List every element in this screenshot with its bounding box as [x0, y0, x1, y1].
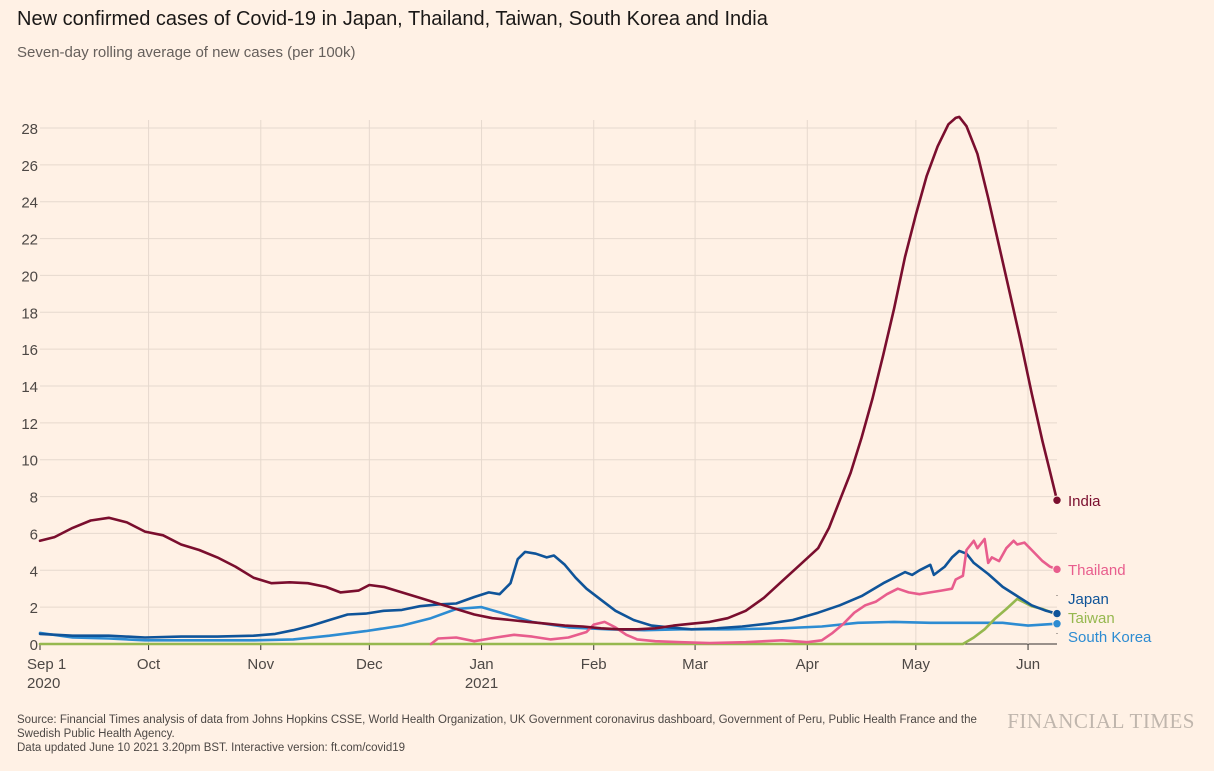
y-tick-label: 28	[21, 121, 38, 138]
end-marker-india	[1052, 495, 1062, 505]
y-tick-label: 8	[30, 490, 38, 507]
y-tick-label: 12	[21, 416, 38, 433]
x-tick-label: Jan	[469, 656, 493, 673]
series-label-taiwan: Taiwan	[1068, 610, 1115, 627]
series-line-japan	[38, 549, 1059, 639]
y-tick-label: 0	[30, 637, 38, 654]
y-tick-label: 18	[21, 305, 38, 322]
series-label-japan: Japan	[1068, 591, 1109, 608]
x-tick-label: Oct	[137, 656, 161, 673]
x-tick-label: Dec	[356, 656, 383, 673]
x-tick-label: Sep 1	[27, 656, 66, 673]
series-label-india: India	[1068, 493, 1101, 510]
series-line-south-korea	[38, 605, 1059, 642]
updated-note: Data updated June 10 2021 3.20pm BST. In…	[17, 742, 406, 754]
x-tick-label: May	[902, 656, 931, 673]
x-tick-label: Jun	[1016, 656, 1040, 673]
y-tick-label: 14	[21, 379, 38, 396]
end-marker-south-korea	[1052, 619, 1062, 629]
y-tick-label: 16	[21, 342, 38, 359]
chart-title: New confirmed cases of Covid-19 in Japan…	[17, 8, 768, 30]
y-tick-label: 22	[21, 232, 38, 249]
series-line-india	[38, 115, 1059, 631]
y-tick-label: 6	[30, 526, 38, 543]
y-tick-label: 2	[30, 600, 38, 617]
series-label-south-korea: South Korea	[1068, 629, 1152, 646]
financial-times-logo: FINANCIAL TIMES	[1007, 709, 1195, 733]
x-tick-label: Apr	[796, 656, 819, 673]
end-marker-thailand	[1052, 564, 1062, 575]
series-label-thailand: Thailand	[1068, 562, 1126, 579]
y-tick-label: 10	[21, 453, 38, 470]
series-line-thailand	[429, 537, 1059, 646]
y-tick-label: 4	[30, 563, 38, 580]
y-tick-label: 20	[21, 268, 38, 285]
x-tick-label: Feb	[581, 656, 607, 673]
x-tick-year-label: 2021	[465, 675, 498, 692]
x-tick-label: Nov	[247, 656, 274, 673]
x-tick-label: Mar	[682, 656, 708, 673]
chart-subtitle: Seven-day rolling average of new cases (…	[17, 44, 356, 61]
y-tick-label: 24	[21, 195, 38, 212]
chart-footer: Source: Financial Times analysis of data…	[17, 713, 1007, 755]
x-tick-year-label: 2020	[27, 675, 60, 692]
end-marker-japan	[1052, 608, 1062, 619]
source-note: Source: Financial Times analysis of data…	[17, 714, 977, 740]
y-tick-label: 26	[21, 158, 38, 175]
